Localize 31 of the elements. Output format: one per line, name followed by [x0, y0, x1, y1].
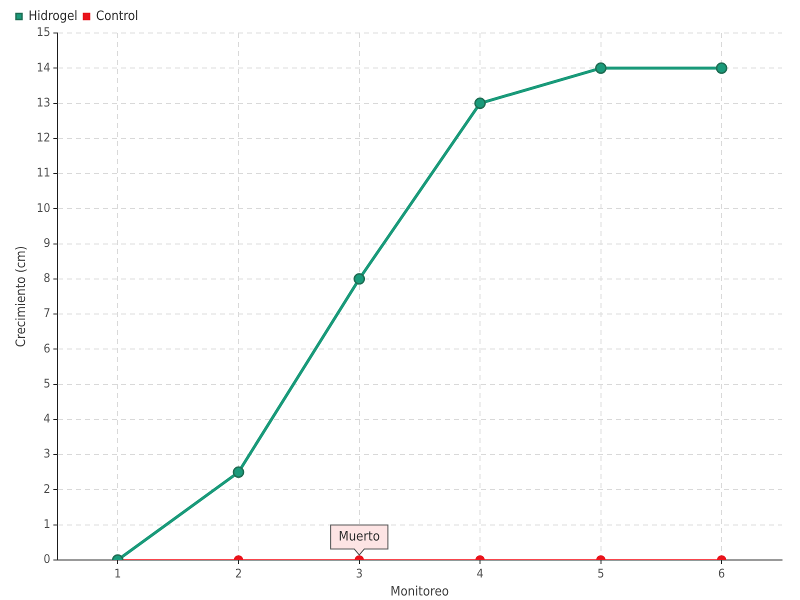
- y-tick-label: 12: [36, 130, 50, 145]
- y-tick-label: 6: [43, 341, 50, 356]
- y-tick-label: 5: [43, 376, 50, 390]
- x-tick-label: 4: [476, 566, 484, 580]
- x-tick-label: 2: [235, 566, 242, 580]
- y-tick-label: 3: [43, 446, 50, 461]
- y-tick-label: 2: [43, 482, 50, 496]
- y-tick-label: 9: [43, 236, 50, 250]
- y-axis-title: Crecimiento (cm): [14, 246, 30, 348]
- y-tick-label: 7: [43, 306, 50, 320]
- y-tick-label: 11: [36, 166, 50, 180]
- y-tick-label: 14: [36, 60, 50, 74]
- x-tick-label: 5: [597, 566, 604, 580]
- point: [354, 273, 366, 285]
- x-tick-label: 1: [114, 566, 122, 580]
- x-tick-label: 6: [718, 566, 726, 580]
- y-tick-label: 0: [43, 552, 50, 566]
- y-tick-label: 13: [36, 95, 50, 110]
- x-tick-label: 3: [356, 566, 363, 580]
- y-tick-label: 1: [43, 516, 50, 531]
- legend-label: Hidrogel: [28, 8, 78, 24]
- y-tick-label: 10: [36, 200, 50, 215]
- x-axis-title: Monitoreo: [390, 584, 449, 600]
- annotation: Muerto: [338, 529, 380, 544]
- legend-label: Control: [96, 8, 138, 24]
- y-tick-label: 4: [43, 412, 50, 426]
- point: [716, 62, 728, 74]
- y-tick-label: 8: [43, 271, 50, 286]
- point: [474, 98, 486, 110]
- point: [595, 62, 607, 74]
- y-tick-label: 15: [36, 25, 50, 40]
